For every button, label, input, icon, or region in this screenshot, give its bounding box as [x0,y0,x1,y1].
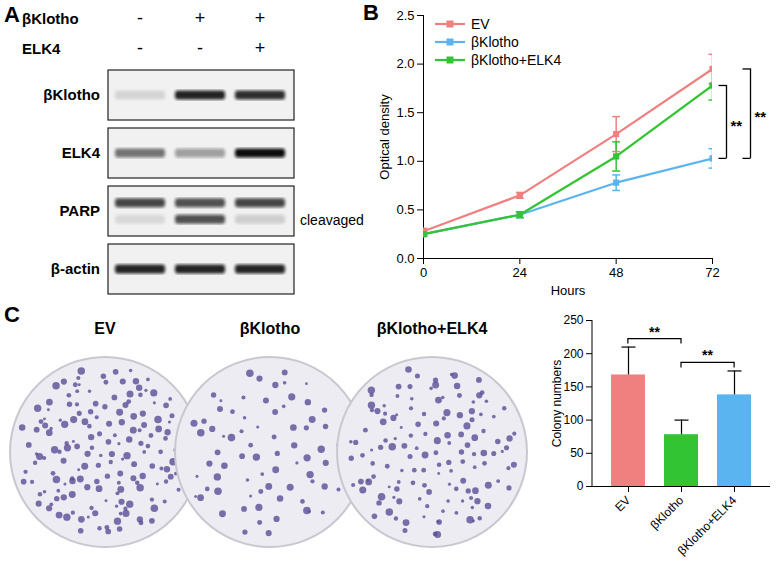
svg-text:0.0: 0.0 [396,251,414,266]
svg-text:Optical density: Optical density [377,94,392,180]
html-text:βKlotho+ELK4: βKlotho+ELK4 [471,52,562,68]
svg-text:C: C [4,302,20,327]
svg-text:250: 250 [563,313,583,327]
svg-text:150: 150 [563,380,583,394]
svg-text:48: 48 [609,265,623,280]
svg-text:ELK4: ELK4 [62,144,101,161]
svg-text:EV: EV [94,320,116,337]
svg-text:0: 0 [420,265,427,280]
svg-text:βKlotho+ELK4: βKlotho+ELK4 [675,493,740,558]
svg-text:24: 24 [513,265,527,280]
svg-text:Colony numbers: Colony numbers [550,360,564,447]
svg-text:**: ** [731,117,743,134]
svg-text:Hours: Hours [551,283,586,298]
svg-text:EV: EV [612,493,633,514]
svg-text:+: + [255,38,266,58]
svg-text:0: 0 [577,479,584,493]
svg-text:βKlotho: βKlotho [22,10,79,27]
svg-text:PARP: PARP [59,202,100,219]
svg-text:**: ** [649,324,660,340]
svg-text:βKlotho+ELK4: βKlotho+ELK4 [377,320,488,337]
html-text:B: B [363,0,379,25]
svg-text:2.0: 2.0 [396,56,414,71]
svg-text:100: 100 [563,413,583,427]
svg-text:-: - [137,8,143,28]
svg-text:-: - [137,38,143,58]
html-text:βKlotho: βKlotho [471,34,519,50]
svg-text:βKlotho: βKlotho [647,493,686,532]
svg-text:+: + [255,8,266,28]
svg-text:1.5: 1.5 [396,105,414,120]
svg-text:ELK4: ELK4 [22,40,61,57]
svg-text:2.5: 2.5 [396,8,414,23]
svg-text:**: ** [755,108,767,125]
svg-text:A: A [4,2,20,27]
html-text:EV: EV [471,16,490,32]
svg-text:βKlotho: βKlotho [240,320,301,337]
svg-text:βKlotho: βKlotho [43,86,100,103]
svg-text:50: 50 [570,446,584,460]
svg-text:1.0: 1.0 [396,153,414,168]
svg-text:200: 200 [563,347,583,361]
svg-text:**: ** [702,347,713,363]
svg-text:+: + [195,8,206,28]
svg-text:0.5: 0.5 [396,202,414,217]
svg-text:72: 72 [705,265,719,280]
svg-text:-: - [197,38,203,58]
svg-text:cleavaged: cleavaged [300,212,364,228]
svg-text:β-actin: β-actin [51,260,100,277]
